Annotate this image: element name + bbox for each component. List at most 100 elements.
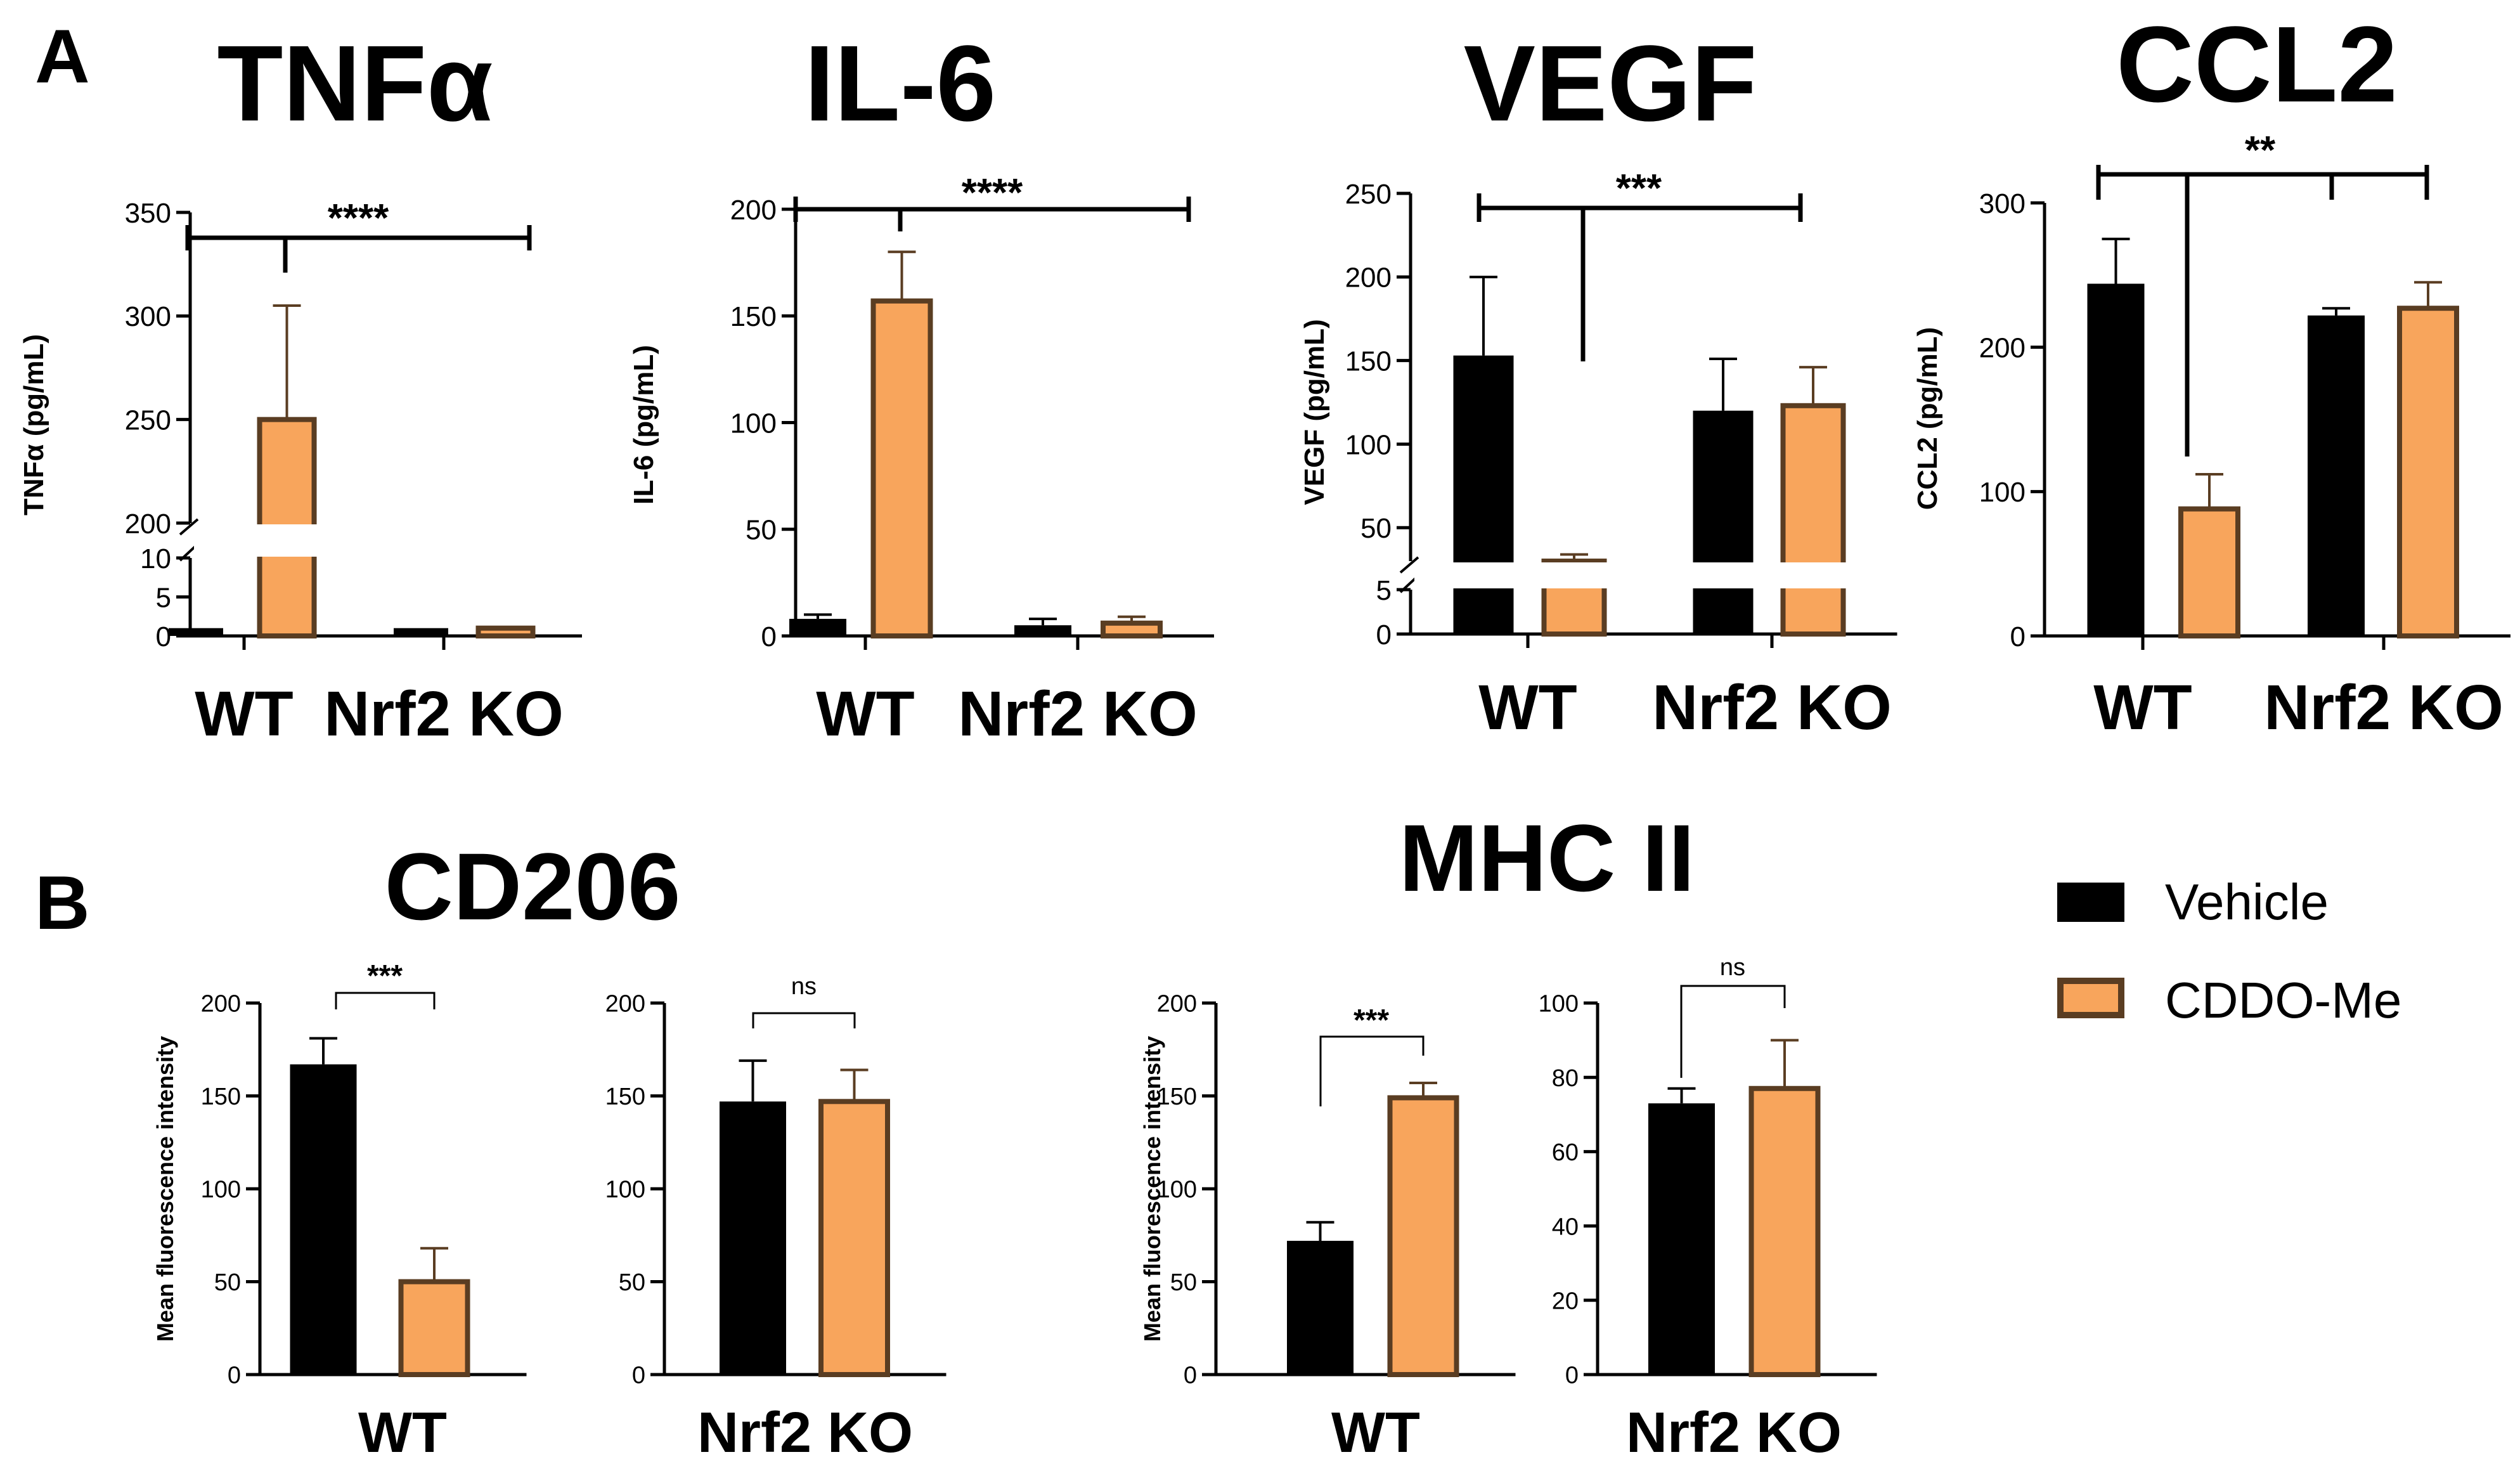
bar-cddo-me xyxy=(475,625,536,639)
significance-label: **** xyxy=(962,171,1023,215)
bar-vehicle xyxy=(2087,283,2145,636)
x-category-label: Nrf2 KO xyxy=(958,678,1198,749)
y-tick-label: 200 xyxy=(125,508,171,540)
x-category-label: WT xyxy=(1331,1401,1420,1465)
y-tick-label: 50 xyxy=(214,1269,241,1296)
significance-ccl2: ** xyxy=(2096,129,2429,457)
chart-title: VEGF xyxy=(1464,23,1757,144)
y-tick-label: 250 xyxy=(125,405,171,436)
chart-title: CD206 xyxy=(385,833,681,940)
y-tick-label: 5 xyxy=(1376,575,1392,606)
y-tick-label: 0 xyxy=(1565,1363,1579,1389)
y-tick-label: 10 xyxy=(140,543,171,574)
y-tick-label: 0 xyxy=(156,621,171,652)
y-tick-label: 150 xyxy=(730,301,777,332)
significance-tnfa: **** xyxy=(185,197,532,273)
bar-cddo-me xyxy=(870,298,933,638)
chart-title: TNFα xyxy=(217,23,493,144)
significance-label: *** xyxy=(1354,1004,1389,1037)
chart-ccl2: CCL2 CCL2 (pg/mL) 0 100 200 300 WT Nrf2 KO xyxy=(1912,4,2510,743)
y-tick-label: 350 xyxy=(125,198,171,229)
y-tick-label: 50 xyxy=(1170,1269,1197,1296)
y-tick-label: 0 xyxy=(1184,1363,1197,1389)
significance-bracket xyxy=(793,197,1191,231)
x-category-label: WT xyxy=(1478,672,1577,743)
bar-vehicle xyxy=(720,1101,786,1375)
y-tick-label: 50 xyxy=(746,515,777,546)
y-tick-label: 100 xyxy=(1979,477,2026,508)
significance-bracket xyxy=(752,1012,856,1028)
bar-vehicle xyxy=(169,628,223,636)
x-category-label: WT xyxy=(358,1401,447,1465)
y-tick-label: 0 xyxy=(2010,621,2026,652)
x-category-label: Nrf2 KO xyxy=(324,678,564,749)
y-tick-label: 250 xyxy=(1345,179,1392,210)
x-category-label: WT xyxy=(816,678,914,749)
bar-vehicle xyxy=(2308,315,2365,636)
bar-vehicle xyxy=(290,1064,357,1375)
bar-cddo-me xyxy=(2397,306,2459,638)
legend-swatch-cddo-me xyxy=(2057,978,2124,1018)
axis-break-mark xyxy=(1399,556,1419,574)
y-axis-label: IL-6 (pg/mL) xyxy=(628,345,659,505)
y-tick-label: 60 xyxy=(1552,1139,1579,1166)
significance-il6: **** xyxy=(793,171,1191,231)
bar-cddo-me xyxy=(398,1279,470,1377)
bar-cddo-me xyxy=(1101,620,1163,638)
y-tick-label: 0 xyxy=(1376,619,1392,651)
x-category-label: Nrf2 KO xyxy=(1626,1401,1842,1465)
y-tick-label: 200 xyxy=(1979,333,2026,364)
significance-bracket xyxy=(2096,165,2429,457)
y-tick-label: 200 xyxy=(1157,991,1197,1018)
y-tick-label: 200 xyxy=(730,195,777,226)
significance-bracket xyxy=(185,225,532,273)
y-tick-label: 150 xyxy=(605,1084,645,1110)
bar-vehicle xyxy=(394,628,448,636)
y-tick-label: 0 xyxy=(761,621,777,652)
y-axis-label: TNFα (pg/mL) xyxy=(18,334,49,515)
significance-bracket xyxy=(1476,193,1803,361)
significance-label: *** xyxy=(367,959,403,993)
bar-vehicle xyxy=(1014,625,1071,636)
chart-mhc-ko: 0 20 40 60 80 100 Nrf2 KO xyxy=(1539,991,1877,1465)
y-tick-label: 40 xyxy=(1552,1214,1579,1240)
significance-bracket xyxy=(335,992,436,1009)
bar-cddo-me xyxy=(1748,1085,1821,1378)
y-tick-label: 50 xyxy=(1360,513,1392,544)
chart-cd206-ko: 0 50 100 150 200 Nrf2 KO xyxy=(605,991,947,1465)
y-tick-label: 150 xyxy=(1345,346,1392,377)
y-tick-label: 100 xyxy=(730,408,777,439)
y-tick-label: 300 xyxy=(125,301,171,332)
legend-label-cddo-me: CDDO-Me xyxy=(2165,972,2401,1028)
bar-vehicle xyxy=(1453,355,1514,634)
significance-label: ns xyxy=(791,973,817,1000)
chart-title: MHC II xyxy=(1399,805,1695,911)
y-tick-label: 80 xyxy=(1552,1065,1579,1092)
legend-swatch-vehicle xyxy=(2057,883,2124,922)
x-category-label: Nrf2 KO xyxy=(2264,672,2504,743)
y-axis-label: VEGF (pg/mL) xyxy=(1299,319,1330,505)
y-tick-label: 150 xyxy=(201,1084,241,1110)
bar-vehicle xyxy=(1287,1241,1354,1375)
significance-label: *** xyxy=(1616,167,1662,210)
y-tick-label: 50 xyxy=(619,1269,645,1296)
y-axis-label: CCL2 (pg/mL) xyxy=(1912,327,1943,510)
significance-mhc-ko: ns xyxy=(1680,954,1786,1078)
panel-label-a: A xyxy=(35,14,90,99)
chart-mhc-wt: MHC II Mean fluorescence intensity 0 50 100 1… xyxy=(1139,805,1695,1465)
bar-cddo-me xyxy=(1387,1095,1459,1378)
chart-title: IL-6 xyxy=(804,23,996,144)
y-tick-label: 100 xyxy=(605,1177,645,1203)
y-tick-label: 200 xyxy=(1345,262,1392,294)
significance-vegf: *** xyxy=(1476,167,1803,361)
significance-label: ** xyxy=(2245,129,2276,172)
y-tick-label: 200 xyxy=(605,991,645,1018)
significance-cd206-wt: *** xyxy=(335,959,436,1009)
significance-bracket xyxy=(1319,1035,1425,1106)
bar-vehicle xyxy=(1648,1103,1715,1375)
chart-cd206-wt: CD206 Mean fluorescence intensity 0 50 100 15… xyxy=(152,833,680,1465)
y-tick-label: 300 xyxy=(1979,188,2026,219)
y-axis-label: Mean fluorescence intensity xyxy=(152,1036,178,1342)
bar-vehicle xyxy=(789,619,846,636)
